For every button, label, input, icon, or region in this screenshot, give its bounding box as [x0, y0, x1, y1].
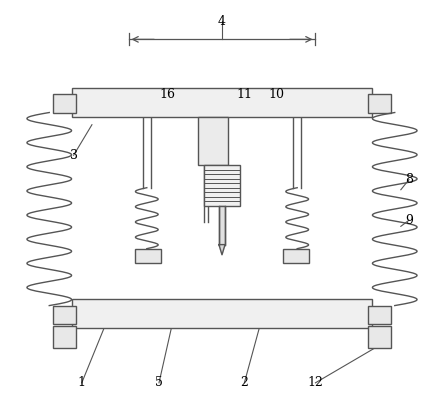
- Bar: [369, 326, 391, 348]
- Text: 2: 2: [240, 376, 248, 389]
- Text: 16: 16: [159, 88, 175, 101]
- Bar: [53, 306, 75, 324]
- Bar: [71, 300, 373, 328]
- Text: 11: 11: [236, 88, 252, 101]
- Bar: [198, 117, 228, 165]
- Text: 9: 9: [405, 214, 413, 227]
- Bar: [283, 249, 309, 263]
- Text: 1: 1: [78, 376, 86, 389]
- Bar: [369, 94, 391, 112]
- Polygon shape: [219, 245, 225, 255]
- Text: 3: 3: [70, 149, 78, 162]
- Text: 12: 12: [308, 376, 323, 389]
- Bar: [219, 206, 225, 245]
- Bar: [53, 326, 75, 348]
- Bar: [53, 94, 75, 112]
- Bar: [204, 165, 240, 206]
- Text: 4: 4: [218, 14, 226, 28]
- Text: 5: 5: [155, 376, 163, 389]
- Bar: [71, 88, 373, 117]
- Bar: [369, 306, 391, 324]
- Text: 10: 10: [269, 88, 285, 101]
- Bar: [135, 249, 161, 263]
- Text: 8: 8: [405, 173, 413, 186]
